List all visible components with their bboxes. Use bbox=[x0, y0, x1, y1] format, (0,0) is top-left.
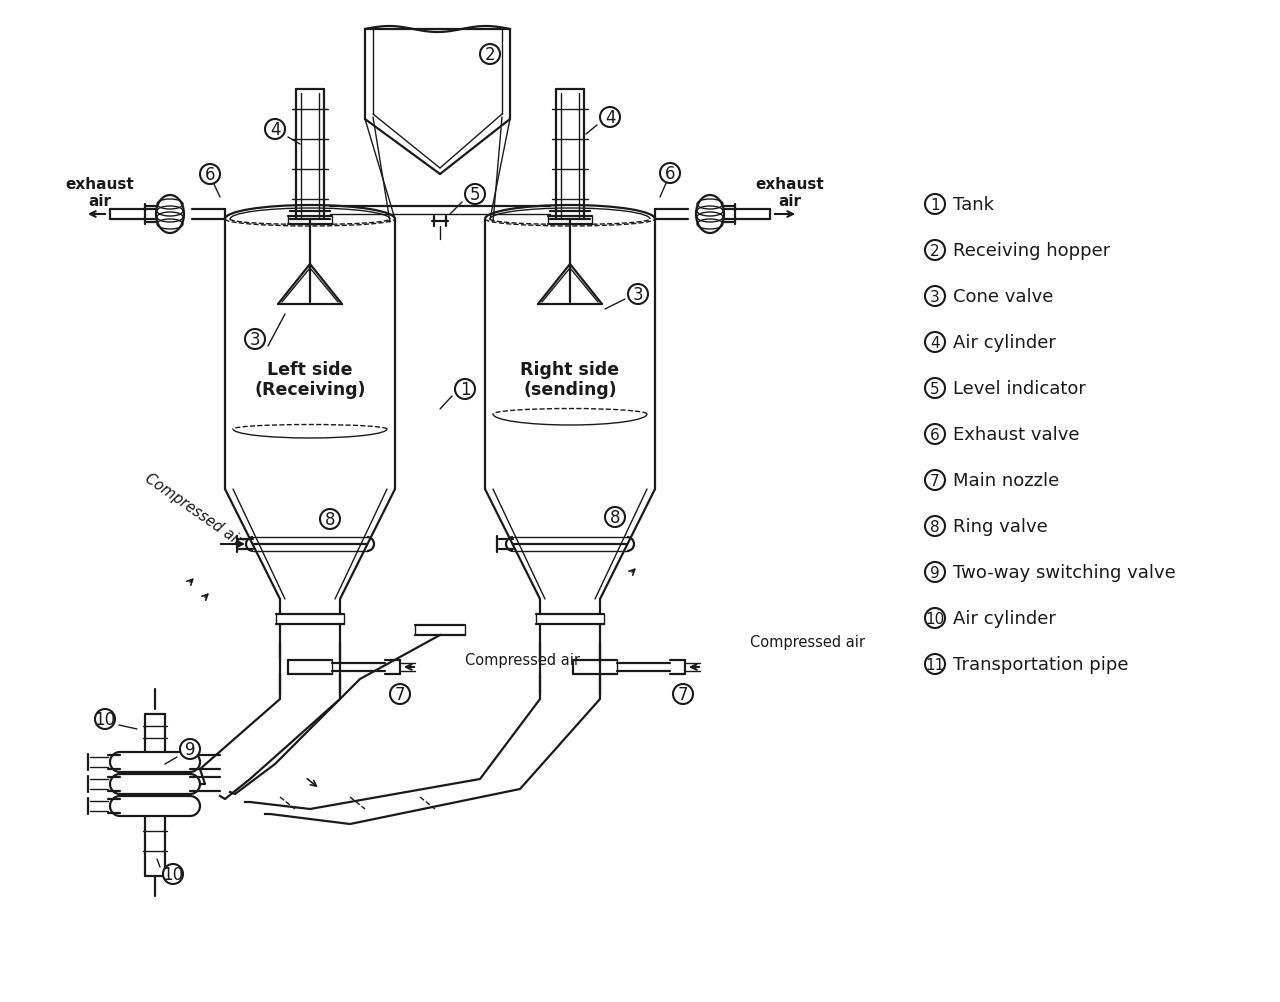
Text: Left side
(Receiving): Left side (Receiving) bbox=[255, 361, 366, 399]
Circle shape bbox=[465, 184, 485, 204]
Text: Ring valve: Ring valve bbox=[954, 517, 1048, 535]
Text: 3: 3 bbox=[632, 286, 644, 304]
Text: 5: 5 bbox=[931, 381, 940, 396]
Text: 1: 1 bbox=[931, 197, 940, 212]
Text: exhaust
air: exhaust air bbox=[65, 176, 134, 209]
Text: Receiving hopper: Receiving hopper bbox=[954, 241, 1110, 260]
Text: Air cylinder: Air cylinder bbox=[954, 609, 1056, 627]
Circle shape bbox=[925, 516, 945, 536]
Text: Cone valve: Cone valve bbox=[954, 288, 1053, 306]
Circle shape bbox=[605, 507, 625, 527]
Text: 9: 9 bbox=[931, 565, 940, 580]
Text: Compressed air: Compressed air bbox=[142, 470, 244, 548]
Text: Compressed air: Compressed air bbox=[750, 635, 865, 650]
Circle shape bbox=[925, 471, 945, 491]
Circle shape bbox=[320, 509, 340, 529]
Text: 4: 4 bbox=[270, 121, 280, 139]
Text: 6: 6 bbox=[931, 427, 940, 442]
Text: 7: 7 bbox=[931, 473, 940, 488]
Circle shape bbox=[660, 164, 680, 183]
Text: Compressed air: Compressed air bbox=[465, 652, 580, 667]
Text: 10: 10 bbox=[95, 710, 115, 728]
Text: 9: 9 bbox=[184, 740, 196, 759]
Text: 8: 8 bbox=[609, 508, 621, 526]
Text: 4: 4 bbox=[604, 109, 616, 127]
Circle shape bbox=[244, 330, 265, 350]
Text: Air cylinder: Air cylinder bbox=[954, 334, 1056, 352]
Text: 6: 6 bbox=[664, 165, 676, 182]
Circle shape bbox=[454, 380, 475, 400]
Circle shape bbox=[925, 425, 945, 445]
Circle shape bbox=[265, 120, 285, 140]
Circle shape bbox=[925, 240, 945, 261]
Circle shape bbox=[925, 562, 945, 582]
Text: 11: 11 bbox=[925, 657, 945, 671]
Circle shape bbox=[925, 654, 945, 674]
Circle shape bbox=[925, 194, 945, 214]
Text: 10: 10 bbox=[163, 865, 183, 883]
Circle shape bbox=[390, 684, 410, 704]
Circle shape bbox=[628, 285, 648, 305]
Text: 3: 3 bbox=[250, 331, 260, 349]
Text: 2: 2 bbox=[485, 46, 495, 64]
Text: Level indicator: Level indicator bbox=[954, 380, 1085, 398]
Text: 2: 2 bbox=[931, 243, 940, 259]
Text: 5: 5 bbox=[470, 185, 480, 203]
Text: Tank: Tank bbox=[954, 195, 995, 213]
Text: Two-way switching valve: Two-way switching valve bbox=[954, 563, 1176, 581]
Text: Right side
(sending): Right side (sending) bbox=[521, 361, 620, 399]
Circle shape bbox=[925, 333, 945, 353]
Circle shape bbox=[180, 739, 200, 760]
Circle shape bbox=[673, 684, 692, 704]
Circle shape bbox=[925, 379, 945, 399]
Circle shape bbox=[200, 165, 220, 184]
Text: Transportation pipe: Transportation pipe bbox=[954, 655, 1129, 673]
Circle shape bbox=[95, 709, 115, 729]
Circle shape bbox=[925, 608, 945, 628]
Text: 7: 7 bbox=[677, 685, 689, 703]
Text: exhaust
air: exhaust air bbox=[755, 176, 824, 209]
Text: 8: 8 bbox=[931, 519, 940, 534]
Circle shape bbox=[480, 45, 500, 65]
Circle shape bbox=[600, 108, 620, 128]
Text: 1: 1 bbox=[460, 381, 470, 399]
Text: 10: 10 bbox=[925, 611, 945, 626]
Circle shape bbox=[163, 864, 183, 884]
Text: 8: 8 bbox=[325, 510, 335, 528]
Text: 7: 7 bbox=[394, 685, 406, 703]
Circle shape bbox=[925, 287, 945, 307]
Text: 6: 6 bbox=[205, 166, 215, 183]
Text: Main nozzle: Main nozzle bbox=[954, 472, 1060, 490]
Text: 4: 4 bbox=[931, 335, 940, 350]
Text: Exhaust valve: Exhaust valve bbox=[954, 426, 1079, 444]
Text: 3: 3 bbox=[931, 290, 940, 305]
